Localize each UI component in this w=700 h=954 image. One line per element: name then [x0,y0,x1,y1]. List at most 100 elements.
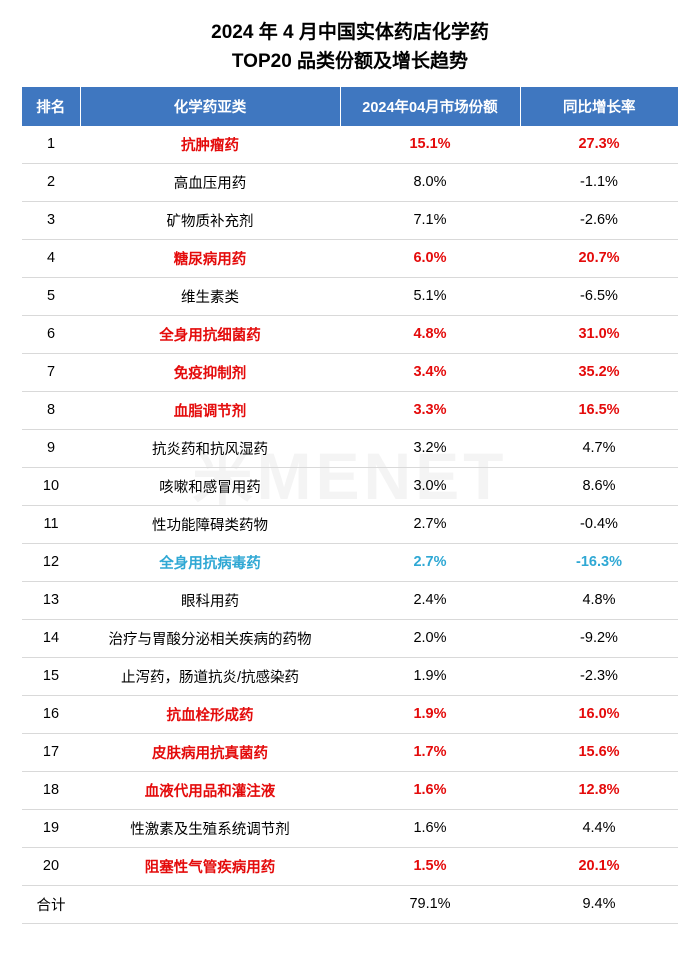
cell-growth: 16.5% [520,391,678,429]
table-row: 4糖尿病用药6.0%20.7% [22,239,678,277]
cell-share: 2.7% [340,543,520,581]
table-row: 16抗血栓形成药1.9%16.0% [22,695,678,733]
cell-share: 3.2% [340,429,520,467]
table-row: 17皮肤病用抗真菌药1.7%15.6% [22,733,678,771]
cell-share: 1.6% [340,809,520,847]
header-share: 2024年04月市场份额 [340,87,520,126]
cell-category: 抗肿瘤药 [80,126,340,164]
cell-growth: -16.3% [520,543,678,581]
cell-rank: 20 [22,847,80,885]
cell-share: 1.5% [340,847,520,885]
cell-category: 抗血栓形成药 [80,695,340,733]
table-row: 5维生素类5.1%-6.5% [22,277,678,315]
table-row: 10咳嗽和感冒用药3.0%8.6% [22,467,678,505]
cell-category: 性功能障碍类药物 [80,505,340,543]
cell-rank: 15 [22,657,80,695]
cell-category: 糖尿病用药 [80,239,340,277]
cell-rank: 4 [22,239,80,277]
cell-share: 1.9% [340,695,520,733]
cell-share: 2.4% [340,581,520,619]
total-share: 79.1% [340,885,520,923]
cell-rank: 5 [22,277,80,315]
cell-category: 全身用抗细菌药 [80,315,340,353]
top20-table: 排名 化学药亚类 2024年04月市场份额 同比增长率 1抗肿瘤药15.1%27… [22,87,678,924]
table-total-row: 合计79.1%9.4% [22,885,678,923]
cell-category: 皮肤病用抗真菌药 [80,733,340,771]
cell-share: 15.1% [340,126,520,164]
cell-rank: 12 [22,543,80,581]
table-row: 15止泻药，肠道抗炎/抗感染药1.9%-2.3% [22,657,678,695]
cell-rank: 8 [22,391,80,429]
table-row: 2高血压用药8.0%-1.1% [22,163,678,201]
cell-rank: 6 [22,315,80,353]
table-header-row: 排名 化学药亚类 2024年04月市场份额 同比增长率 [22,87,678,126]
table-row: 11性功能障碍类药物2.7%-0.4% [22,505,678,543]
total-growth: 9.4% [520,885,678,923]
cell-rank: 7 [22,353,80,391]
table-row: 13眼科用药2.4%4.8% [22,581,678,619]
cell-category: 眼科用药 [80,581,340,619]
cell-rank: 14 [22,619,80,657]
cell-rank: 19 [22,809,80,847]
cell-growth: 8.6% [520,467,678,505]
cell-category: 治疗与胃酸分泌相关疾病的药物 [80,619,340,657]
cell-growth: -0.4% [520,505,678,543]
header-category: 化学药亚类 [80,87,340,126]
table-row: 19性激素及生殖系统调节剂1.6%4.4% [22,809,678,847]
cell-share: 6.0% [340,239,520,277]
cell-growth: -1.1% [520,163,678,201]
cell-rank: 16 [22,695,80,733]
title-line-2: TOP20 品类份额及增长趋势 [22,47,678,76]
cell-growth: 31.0% [520,315,678,353]
cell-share: 1.6% [340,771,520,809]
cell-category: 止泻药，肠道抗炎/抗感染药 [80,657,340,695]
cell-rank: 18 [22,771,80,809]
cell-share: 1.7% [340,733,520,771]
cell-growth: 12.8% [520,771,678,809]
header-growth: 同比增长率 [520,87,678,126]
cell-rank: 11 [22,505,80,543]
table-row: 1抗肿瘤药15.1%27.3% [22,126,678,164]
cell-category: 血脂调节剂 [80,391,340,429]
cell-share: 1.9% [340,657,520,695]
cell-growth: -9.2% [520,619,678,657]
cell-share: 5.1% [340,277,520,315]
cell-rank: 3 [22,201,80,239]
cell-category: 阻塞性气管疾病用药 [80,847,340,885]
cell-rank: 10 [22,467,80,505]
cell-rank: 13 [22,581,80,619]
cell-category: 咳嗽和感冒用药 [80,467,340,505]
header-rank: 排名 [22,87,80,126]
cell-growth: 4.8% [520,581,678,619]
cell-share: 2.0% [340,619,520,657]
cell-category: 矿物质补充剂 [80,201,340,239]
cell-share: 3.0% [340,467,520,505]
cell-rank: 17 [22,733,80,771]
cell-share: 2.7% [340,505,520,543]
cell-share: 3.3% [340,391,520,429]
cell-category: 高血压用药 [80,163,340,201]
cell-growth: 15.6% [520,733,678,771]
cell-share: 4.8% [340,315,520,353]
cell-growth: 27.3% [520,126,678,164]
cell-category: 全身用抗病毒药 [80,543,340,581]
table-row: 20阻塞性气管疾病用药1.5%20.1% [22,847,678,885]
cell-growth: 20.1% [520,847,678,885]
cell-rank: 2 [22,163,80,201]
cell-growth: 4.4% [520,809,678,847]
total-category [80,885,340,923]
cell-category: 性激素及生殖系统调节剂 [80,809,340,847]
cell-share: 8.0% [340,163,520,201]
cell-category: 血液代用品和灌注液 [80,771,340,809]
cell-growth: 4.7% [520,429,678,467]
table-row: 8血脂调节剂3.3%16.5% [22,391,678,429]
cell-share: 3.4% [340,353,520,391]
cell-category: 抗炎药和抗风湿药 [80,429,340,467]
cell-category: 免疫抑制剂 [80,353,340,391]
title-line-1: 2024 年 4 月中国实体药店化学药 [22,18,678,47]
table-row: 7免疫抑制剂3.4%35.2% [22,353,678,391]
cell-growth: -2.3% [520,657,678,695]
table-row: 12全身用抗病毒药2.7%-16.3% [22,543,678,581]
cell-share: 7.1% [340,201,520,239]
cell-growth: 20.7% [520,239,678,277]
